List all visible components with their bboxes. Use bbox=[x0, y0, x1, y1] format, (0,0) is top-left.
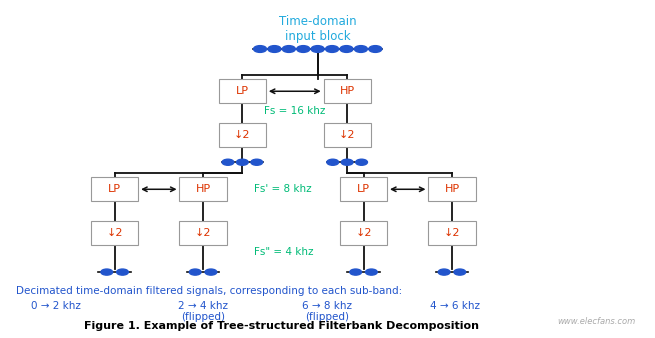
Bar bbox=[324, 123, 371, 147]
Text: LP: LP bbox=[108, 184, 121, 194]
Text: ↓2: ↓2 bbox=[106, 228, 123, 238]
Circle shape bbox=[297, 46, 310, 52]
Text: ↓2: ↓2 bbox=[339, 130, 356, 140]
Circle shape bbox=[117, 269, 128, 275]
Circle shape bbox=[205, 269, 217, 275]
Text: ↓2: ↓2 bbox=[355, 228, 372, 238]
Circle shape bbox=[282, 46, 295, 52]
Text: ↓2: ↓2 bbox=[234, 130, 251, 140]
Bar bbox=[428, 177, 476, 201]
Text: Fs = 16 khz: Fs = 16 khz bbox=[264, 106, 326, 116]
Bar bbox=[428, 221, 476, 245]
Bar bbox=[340, 221, 387, 245]
Circle shape bbox=[369, 46, 382, 52]
Text: HP: HP bbox=[195, 184, 211, 194]
Circle shape bbox=[438, 269, 450, 275]
Circle shape bbox=[350, 269, 362, 275]
Text: www.elecfans.com: www.elecfans.com bbox=[557, 317, 635, 326]
Text: Decimated time-domain filtered signals, corresponding to each sub-band:: Decimated time-domain filtered signals, … bbox=[16, 286, 403, 296]
Circle shape bbox=[365, 269, 377, 275]
Circle shape bbox=[236, 159, 248, 165]
Circle shape bbox=[356, 159, 367, 165]
Text: HP: HP bbox=[444, 184, 460, 194]
Bar bbox=[340, 177, 387, 201]
Circle shape bbox=[326, 46, 339, 52]
Bar bbox=[219, 123, 266, 147]
Text: Fs" = 4 khz: Fs" = 4 khz bbox=[253, 247, 313, 257]
Text: Time-domain
input block: Time-domain input block bbox=[279, 15, 356, 43]
Text: 4 → 6 khz: 4 → 6 khz bbox=[430, 301, 480, 311]
Bar bbox=[91, 177, 138, 201]
Bar bbox=[179, 177, 227, 201]
Circle shape bbox=[327, 159, 339, 165]
Text: 6 → 8 khz
(flipped): 6 → 8 khz (flipped) bbox=[303, 301, 352, 322]
Bar bbox=[219, 79, 266, 103]
Text: LP: LP bbox=[357, 184, 370, 194]
Circle shape bbox=[253, 46, 267, 52]
Text: 0 → 2 khz: 0 → 2 khz bbox=[31, 301, 81, 311]
Bar bbox=[324, 79, 371, 103]
Text: HP: HP bbox=[339, 86, 355, 96]
Circle shape bbox=[354, 46, 367, 52]
Circle shape bbox=[341, 159, 353, 165]
Text: LP: LP bbox=[236, 86, 249, 96]
Text: Fs' = 8 khz: Fs' = 8 khz bbox=[255, 184, 312, 194]
Circle shape bbox=[268, 46, 281, 52]
Circle shape bbox=[189, 269, 201, 275]
Text: ↓2: ↓2 bbox=[443, 228, 460, 238]
Bar bbox=[91, 221, 138, 245]
Circle shape bbox=[222, 159, 234, 165]
Circle shape bbox=[311, 46, 324, 52]
Circle shape bbox=[101, 269, 113, 275]
Circle shape bbox=[340, 46, 353, 52]
Circle shape bbox=[251, 159, 263, 165]
Text: ↓2: ↓2 bbox=[195, 228, 212, 238]
Text: 2 → 4 khz
(flipped): 2 → 4 khz (flipped) bbox=[178, 301, 228, 322]
Circle shape bbox=[454, 269, 466, 275]
Bar bbox=[179, 221, 227, 245]
Text: Figure 1. Example of Tree-structured Filterbank Decomposition: Figure 1. Example of Tree-structured Fil… bbox=[84, 321, 479, 331]
